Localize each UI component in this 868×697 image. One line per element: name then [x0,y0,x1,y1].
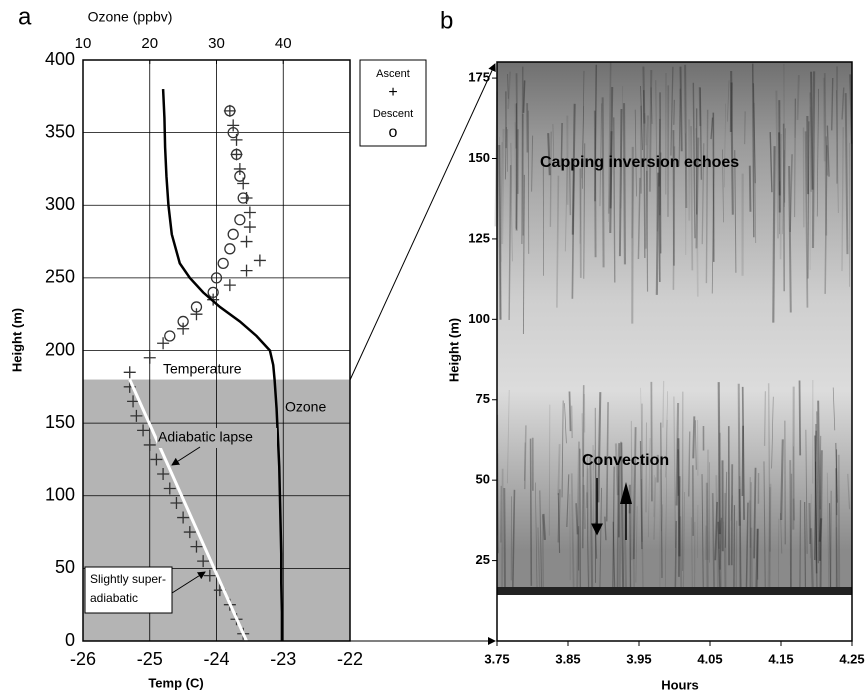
x-tick-label: 4.25 [839,651,864,666]
echo-streak [800,380,801,455]
x-tick-label: 3.85 [555,651,580,666]
y-tick-label: 400 [45,49,75,69]
echo-streak [584,485,585,529]
y-tick-label: 50 [476,472,490,487]
x2-tick-label: 40 [275,35,292,52]
echo-streak [572,406,573,438]
echo-streak [630,500,631,593]
x-axis-title: Hours [661,677,699,692]
legend-label: Descent [373,108,413,120]
x-tick-label: -24 [203,649,229,669]
echo-streak [603,97,604,267]
echo-streak [543,514,544,540]
echo-streak [549,405,550,536]
echo-streak [522,67,523,244]
x-tick-label: -26 [70,649,96,669]
echo-streak [750,166,751,212]
y-tick-label: 75 [476,391,490,406]
echo-background [497,62,852,593]
echo-streak [693,416,694,458]
echo-streak [651,382,652,501]
echo-streak [504,488,505,593]
echo-streak [502,469,503,593]
x2-tick-label: 30 [208,35,225,52]
y-tick-label: 125 [468,230,490,245]
legend-symbol: o [389,124,398,141]
annotation: Capping inversion echoes [540,154,739,171]
x-tick-label: -22 [337,649,363,669]
echo-streak [659,158,660,282]
echo-streak [523,80,524,112]
annotation: Slightly super- [90,572,166,586]
echo-streak [809,503,810,544]
x-tick-label: 3.75 [484,651,509,666]
echo-streak [745,111,746,144]
echo-streak [742,426,743,496]
echo-streak [800,500,801,593]
x-tick-label: 4.05 [697,651,722,666]
x2-tick-label: 10 [75,35,92,52]
annotation: Convection [582,452,669,469]
echo-streak [569,391,570,431]
echo-streak [765,391,766,446]
echo-streak [731,83,732,133]
x2-tick-label: 20 [141,35,158,52]
y-tick-label: 150 [468,150,490,165]
echo-streak [550,132,551,227]
y-tick-label: 50 [55,557,75,577]
echo-streak [525,442,526,480]
echo-blank [497,595,852,641]
echo-streak [795,99,796,217]
echo-streak [773,146,774,323]
y-tick-label: 200 [45,339,75,359]
echo-streak [663,381,664,428]
x-tick-label: 3.95 [626,651,651,666]
echo-ground [497,587,852,595]
panel-a: 0 50 100 150 200 250 300 350 400 -26 -25 -24 -23 -22 1… [9,3,426,690]
echo-streak [831,491,832,593]
x2-axis-title: Ozone (ppbv) [88,9,173,25]
echo-streak [781,134,782,259]
y-tick-label: 100 [45,485,75,505]
y-tick-label: 300 [45,194,75,214]
echo-streak [680,67,681,152]
x-tick-label: -25 [137,649,163,669]
echo-streak [674,100,675,125]
x-tick-label: -23 [270,649,296,669]
echo-streak [580,449,581,593]
y-tick-label: 350 [45,121,75,141]
y-tick-label: 100 [468,311,490,326]
legend-symbol: + [388,84,397,101]
y-tick-label: 25 [476,552,490,567]
echo-streak [807,116,808,194]
y-axis-title: Height (m) [9,308,24,372]
echo-streak [791,474,792,593]
echo-streak [531,439,532,586]
panel-label: b [440,7,453,34]
y-tick-label: 0 [65,630,75,650]
y-tick-label: 250 [45,267,75,287]
echo-streak [617,461,618,593]
panel-label: a [18,3,32,30]
echo-streak [734,505,735,587]
y-tick-label: 150 [45,412,75,432]
x-axis-title: Temp (C) [148,675,203,690]
echo-streak [528,111,529,254]
echo-streak [751,528,752,593]
x-tick-label: 4.15 [768,651,793,666]
annotation: Temperature [163,361,242,377]
y-axis-title: Height (m) [446,318,461,382]
annotation: Adiabatic lapse [158,429,253,445]
echo-streak [624,103,625,264]
annotation: adiabatic [90,591,138,605]
echo-streak [680,516,681,593]
legend-label: Ascent [376,68,410,80]
annotation: Ozone [285,399,326,415]
